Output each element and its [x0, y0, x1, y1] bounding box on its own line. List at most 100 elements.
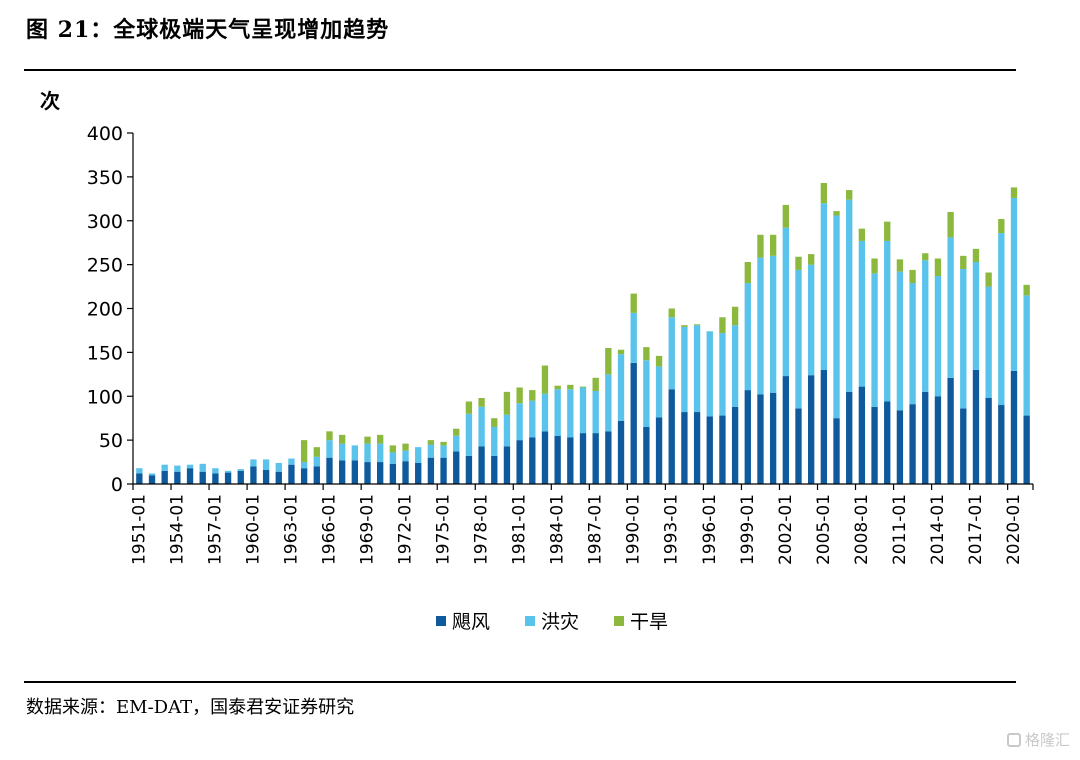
x-tick-label: 1954-01: [167, 494, 187, 565]
bar-drought-1983: [541, 365, 549, 394]
bar-flood-1998: [731, 325, 739, 407]
bar-flood-2011: [896, 271, 904, 411]
bar-flood-2016: [960, 269, 967, 409]
y-axis: 0 50 100 150 200 250 300 350 400: [87, 123, 134, 496]
bar-typhoon-2002: [782, 376, 789, 484]
bar-typhoon-2001: [769, 392, 777, 484]
y-tick-label: 400: [87, 123, 123, 145]
bar-flood-1970: [377, 443, 384, 463]
bar-flood-1994: [681, 326, 688, 413]
bar-flood-1959: [237, 469, 244, 471]
bar-typhoon-1983: [541, 431, 549, 484]
watermark: 格隆汇: [1006, 729, 1070, 750]
stacked-bar-chart: 次 0 50 100 150 200 250 300 350 400 1951-01 1954-0…: [40, 89, 1034, 633]
bar-typhoon-1952: [148, 475, 156, 484]
bar-typhoon-1988: [605, 431, 612, 484]
bar-typhoon-1980: [503, 446, 511, 484]
bar-typhoon-1998: [731, 406, 739, 484]
watermark-logo-icon: [1006, 732, 1021, 747]
bar-drought-1974: [427, 440, 435, 445]
bar-flood-2004: [808, 264, 815, 376]
top-rule: [24, 69, 1016, 71]
bar-typhoon-1958: [224, 472, 232, 484]
bar-typhoon-1975: [440, 457, 447, 484]
bar-typhoon-1992: [655, 417, 663, 484]
bar-flood-2021: [1023, 295, 1030, 416]
bar-typhoon-2000: [757, 394, 764, 484]
bar-typhoon-1994: [681, 412, 688, 484]
bar-flood-1969: [364, 443, 371, 463]
bar-flood-2008: [858, 240, 866, 387]
y-tick-label: 200: [87, 299, 123, 321]
bar-flood-1951: [136, 468, 143, 474]
bar-typhoon-1985: [567, 437, 574, 484]
bar-drought-1967: [338, 434, 346, 444]
bar-drought-1978: [478, 398, 485, 407]
bar-drought-1975: [440, 441, 447, 446]
bar-typhoon-1961: [262, 469, 270, 484]
bar-drought-1984: [554, 385, 561, 390]
bar-flood-2003: [795, 269, 802, 409]
bar-flood-2001: [769, 255, 777, 393]
x-tick-label: 1972-01: [396, 494, 416, 565]
bar-flood-2000: [757, 257, 764, 395]
source-note: 数据来源：EM-DAT，国泰君安证券研究: [26, 697, 355, 718]
bar-drought-1966: [326, 431, 333, 441]
bar-drought-1986: [579, 386, 587, 388]
bar-typhoon-2014: [934, 396, 942, 484]
bar-flood-1974: [427, 444, 435, 458]
bar-flood-1961: [262, 459, 270, 470]
legend-swatch-flood: [525, 616, 535, 626]
bar-typhoon-1964: [300, 468, 308, 484]
bar-typhoon-2005: [820, 369, 828, 484]
bar-drought-1970: [377, 434, 384, 444]
bar-typhoon-1957: [212, 473, 219, 484]
bar-drought-1985: [567, 384, 574, 390]
legend-label-flood: 洪灾: [541, 611, 579, 633]
legend-label-typhoon: 飓风: [452, 611, 490, 633]
y-tick-label: 150: [87, 342, 123, 364]
bar-flood-1981: [516, 403, 523, 441]
bar-flood-1967: [338, 443, 346, 461]
bar-drought-2006: [833, 211, 840, 216]
bar-typhoon-1967: [338, 460, 346, 484]
bar-typhoon-1956: [199, 471, 206, 484]
bar-flood-2019: [998, 233, 1005, 406]
bar-flood-1993: [668, 317, 675, 390]
bar-flood-2018: [985, 286, 992, 398]
bar-flood-1990: [630, 312, 637, 363]
bar-typhoon-2018: [985, 398, 992, 484]
bar-typhoon-1974: [427, 457, 435, 484]
bar-drought-1989: [617, 349, 625, 355]
bar-drought-2014: [934, 258, 942, 277]
bar-typhoon-2021: [1023, 415, 1030, 484]
x-tick-label: 1996-01: [700, 494, 720, 565]
bar-typhoon-1968: [351, 460, 358, 484]
legend-swatch-typhoon: [436, 616, 446, 626]
x-tick-label: 1999-01: [738, 494, 758, 565]
x-tick-label: 1990-01: [624, 494, 644, 565]
bar-typhoon-1987: [592, 433, 599, 484]
bar-typhoon-1959: [237, 470, 244, 484]
bar-flood-1975: [440, 445, 447, 458]
bar-drought-1971: [389, 445, 397, 453]
bar-flood-1987: [592, 390, 599, 434]
legend-label-drought: 干旱: [630, 611, 668, 633]
y-tick-label: 50: [99, 430, 123, 452]
bar-drought-1997: [719, 317, 726, 334]
watermark-text: 格隆汇: [1024, 731, 1070, 749]
x-tick-label: 2020-01: [1004, 494, 1024, 565]
bar-flood-1997: [719, 333, 726, 416]
bar-typhoon-1960: [250, 466, 257, 484]
bar-flood-1973: [415, 447, 422, 463]
bar-typhoon-2006: [833, 418, 840, 484]
bar-drought-1993: [668, 308, 675, 318]
x-tick-label: 2011-01: [890, 494, 910, 565]
bar-typhoon-2012: [909, 404, 916, 484]
bar-typhoon-1995: [693, 412, 701, 484]
bar-flood-1958: [224, 470, 232, 473]
bar-typhoon-1977: [465, 455, 473, 484]
bar-flood-2017: [972, 261, 980, 370]
bar-drought-2007: [846, 190, 853, 200]
bar-drought-1969: [364, 436, 371, 444]
